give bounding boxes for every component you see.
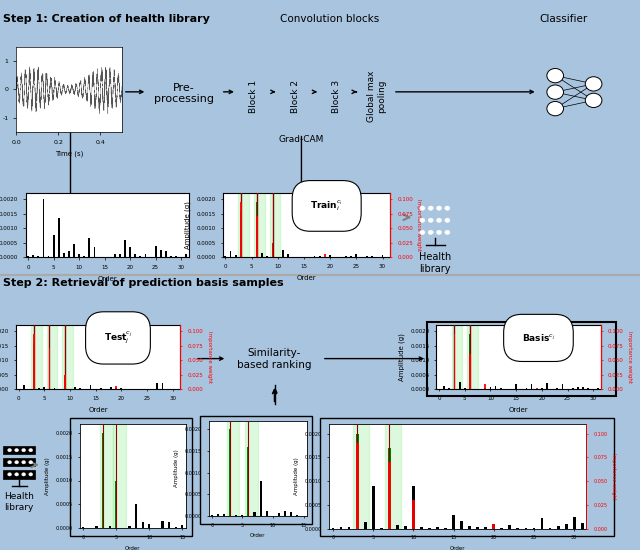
Bar (227, 421, 239, 516)
Bar (490, 387, 492, 389)
Bar (350, 256, 352, 257)
Bar (175, 256, 177, 257)
Bar (217, 514, 219, 516)
Bar (134, 254, 136, 257)
Bar (165, 251, 167, 257)
Bar (240, 202, 242, 257)
X-axis label: Order: Order (125, 546, 141, 550)
Bar (135, 504, 137, 528)
Bar (284, 511, 286, 516)
Bar (115, 388, 117, 389)
Bar (114, 254, 116, 257)
Text: Similarity-
based ranking: Similarity- based ranking (237, 348, 312, 370)
Bar (324, 255, 326, 257)
Bar (240, 211, 242, 257)
Bar (161, 383, 163, 389)
Bar (469, 334, 471, 389)
Bar (58, 218, 60, 257)
Bar (120, 388, 122, 389)
Bar (396, 525, 399, 529)
X-axis label: Order: Order (88, 407, 108, 413)
Bar (582, 387, 584, 389)
Bar (82, 527, 84, 528)
Bar (290, 512, 292, 516)
Bar (109, 526, 111, 528)
Y-axis label: Importance weight: Importance weight (417, 199, 421, 251)
Bar (460, 521, 463, 529)
Bar (28, 256, 29, 257)
Bar (296, 515, 298, 516)
Bar (412, 486, 415, 529)
X-axis label: Order: Order (97, 276, 117, 282)
Bar (345, 256, 347, 257)
Bar (93, 247, 95, 257)
Bar (68, 251, 70, 257)
Bar (200, 416, 312, 524)
Text: $\mathbf{Train}_i^{c_i}$: $\mathbf{Train}_i^{c_i}$ (310, 199, 343, 213)
Bar (467, 325, 477, 389)
Bar (573, 517, 575, 529)
Bar (332, 527, 334, 529)
Bar (225, 256, 227, 257)
Bar (175, 527, 177, 528)
Bar (145, 254, 147, 257)
Bar (420, 527, 423, 529)
Bar (449, 388, 450, 389)
Bar (256, 202, 258, 257)
Bar (444, 528, 447, 529)
Bar (452, 515, 455, 529)
Y-axis label: Amplitude (g): Amplitude (g) (398, 333, 404, 381)
Bar (64, 375, 66, 389)
Bar (270, 193, 280, 257)
Bar (235, 255, 237, 257)
Bar (52, 235, 54, 257)
Text: Health
library: Health library (419, 252, 451, 274)
Bar (235, 515, 237, 516)
Bar (464, 388, 466, 389)
Bar (102, 433, 104, 528)
Y-axis label: Importance weight: Importance weight (207, 331, 211, 383)
Bar (78, 254, 80, 257)
Bar (454, 343, 456, 389)
Bar (271, 243, 273, 257)
Text: Step 2: Retrieval of prediction basis samples: Step 2: Retrieval of prediction basis sa… (3, 278, 284, 288)
Bar (170, 256, 172, 257)
Bar (141, 521, 144, 528)
Bar (33, 255, 34, 257)
Bar (371, 256, 373, 257)
Bar (73, 244, 75, 257)
Bar (320, 418, 614, 536)
Bar (515, 384, 517, 389)
Bar (253, 513, 255, 516)
Text: Grad-CAM: Grad-CAM (279, 135, 324, 144)
Bar (508, 525, 511, 529)
X-axis label: Order: Order (450, 546, 465, 550)
Bar (63, 253, 65, 257)
Bar (356, 443, 358, 529)
Bar (230, 251, 232, 257)
X-axis label: Order: Order (250, 534, 266, 538)
Bar (119, 254, 121, 257)
Y-axis label: Amplitude (g): Amplitude (g) (184, 201, 191, 249)
Bar (353, 424, 369, 529)
Bar (31, 325, 42, 389)
Bar (3, 470, 35, 478)
Bar (3, 446, 35, 454)
Text: Block 1: Block 1 (249, 80, 258, 113)
Bar (110, 387, 112, 389)
Bar (83, 256, 85, 257)
Bar (355, 254, 357, 257)
Bar (88, 238, 90, 257)
Bar (500, 388, 502, 389)
Bar (495, 386, 497, 389)
Bar (561, 384, 563, 389)
Bar (416, 216, 454, 224)
Bar (416, 204, 454, 212)
Bar (388, 462, 390, 529)
Bar (500, 527, 503, 529)
